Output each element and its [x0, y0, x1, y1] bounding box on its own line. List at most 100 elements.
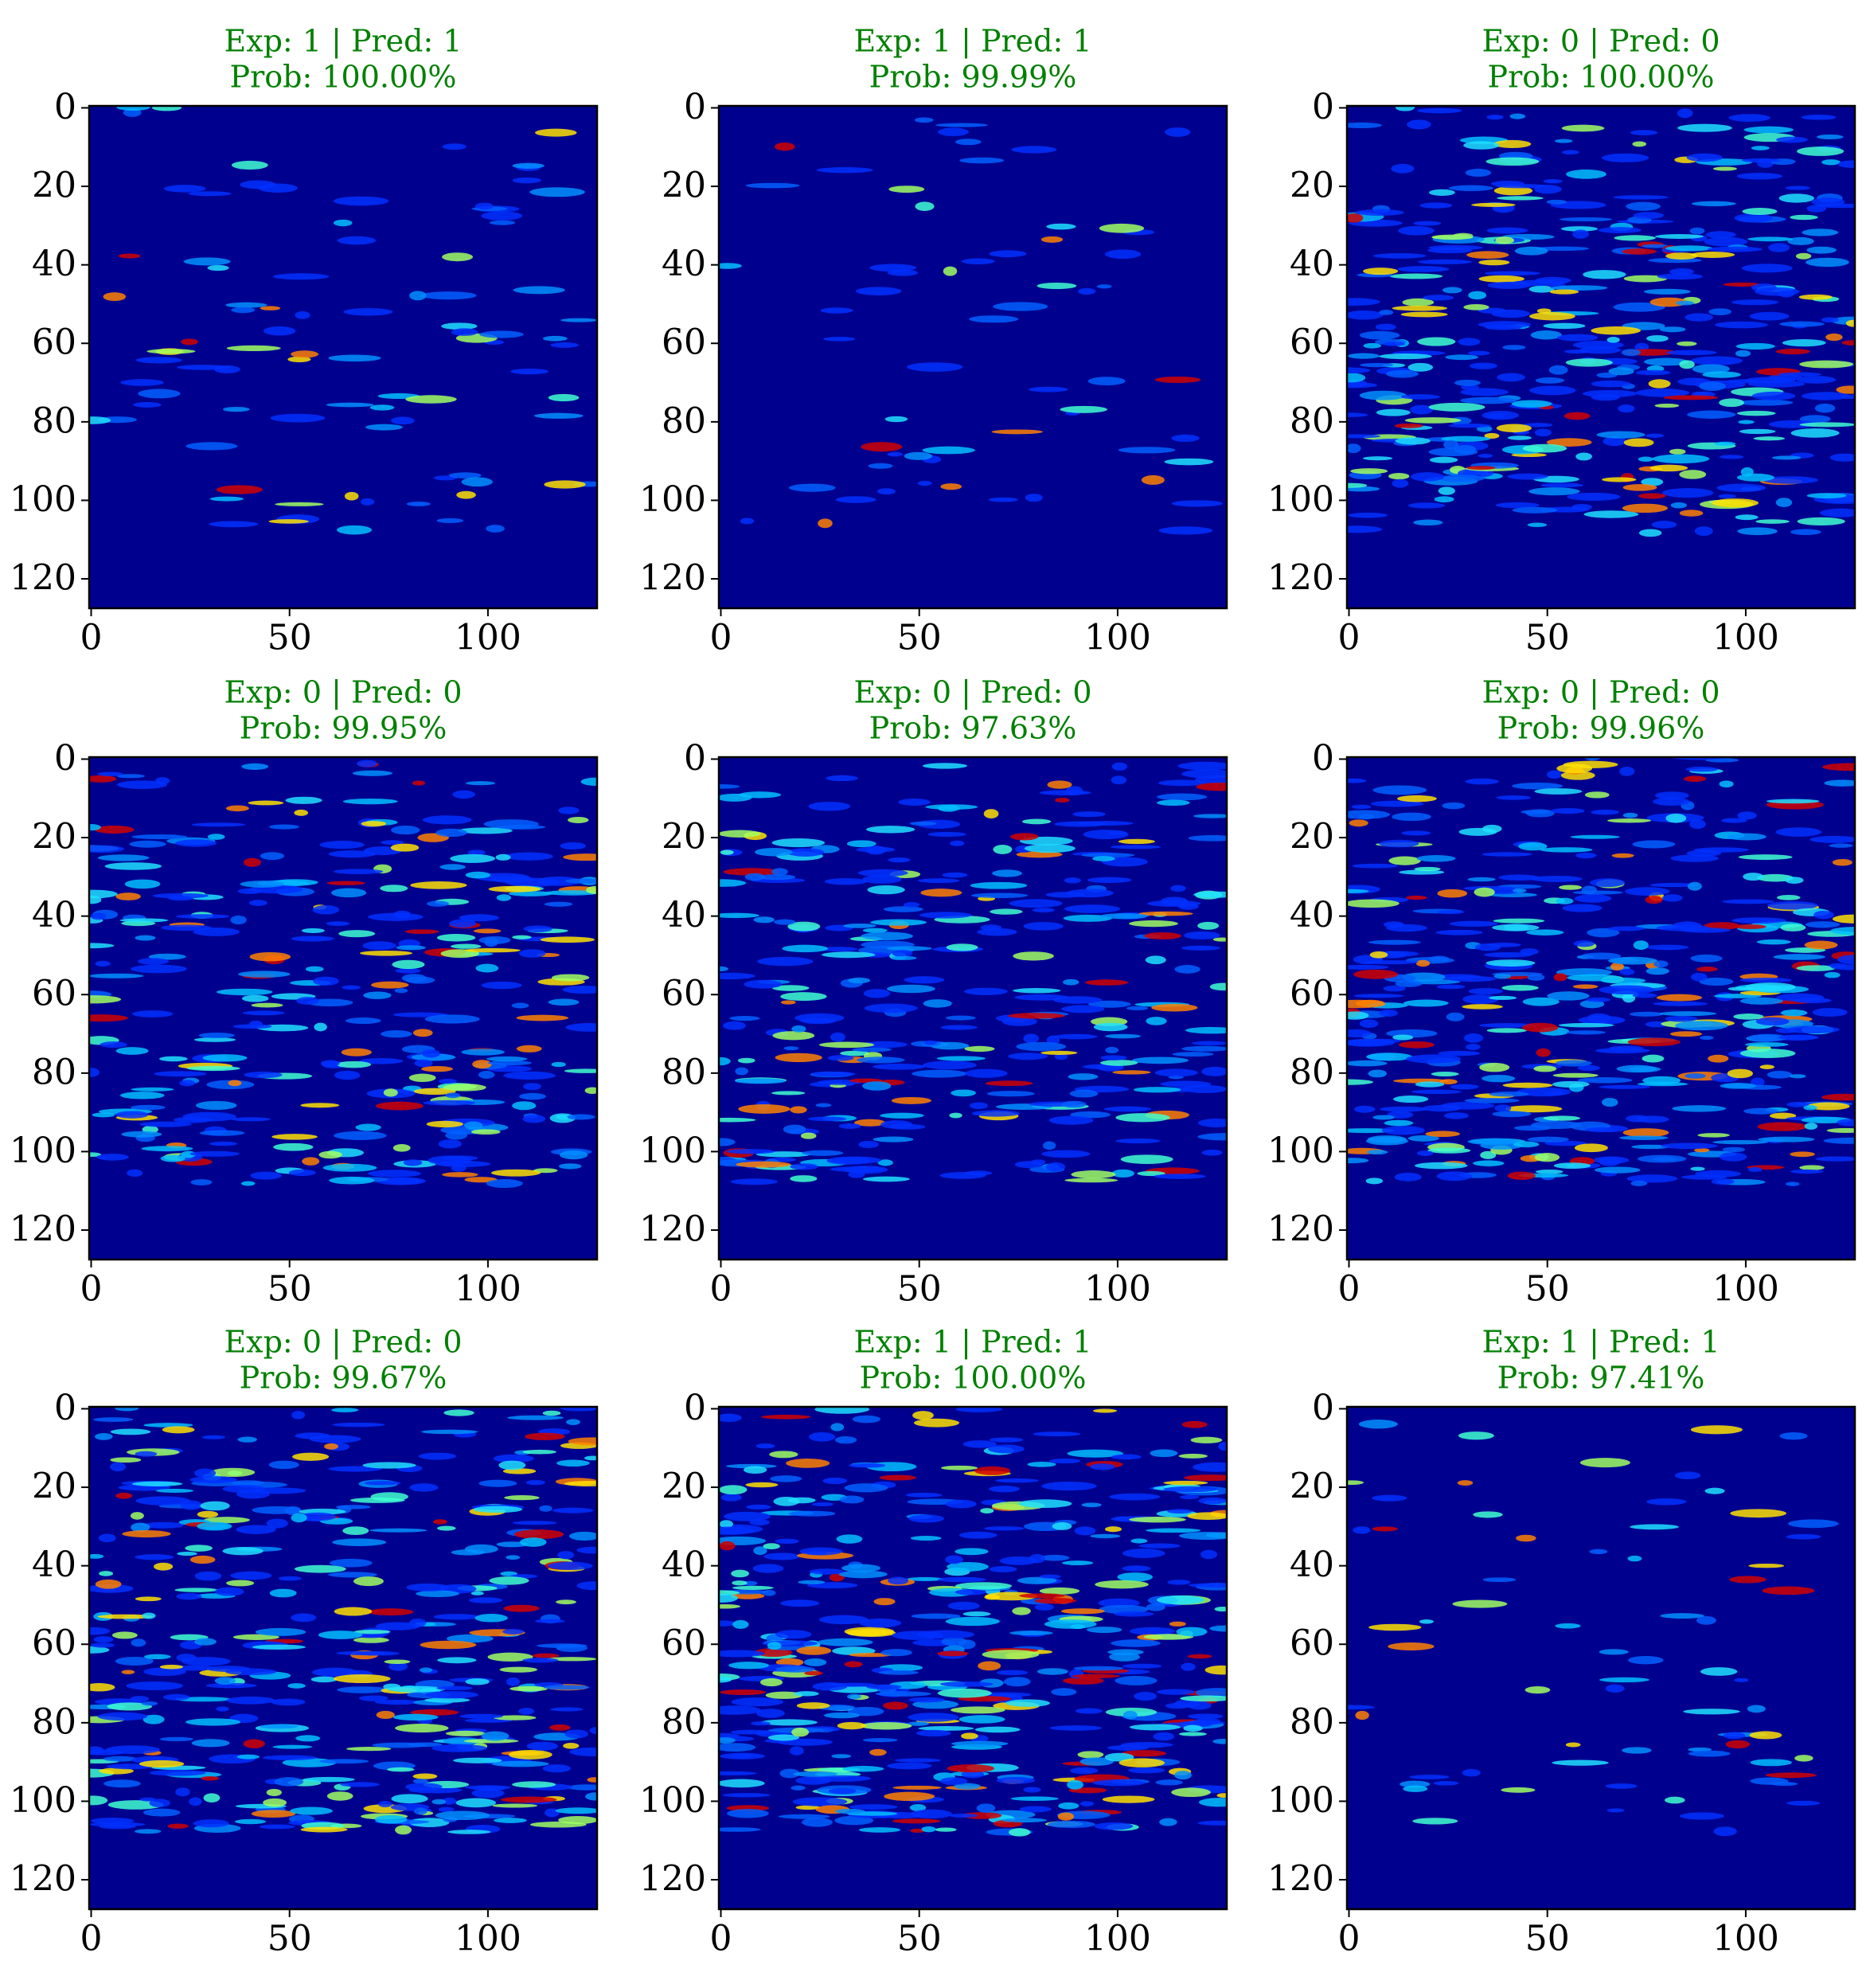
- spectrogram-speck: [97, 771, 123, 776]
- spectrogram-speck: [416, 1590, 459, 1598]
- spectrogram-speck: [1748, 1563, 1785, 1568]
- spectrogram-speck: [719, 1650, 765, 1658]
- spectrogram-speck: [589, 1727, 597, 1735]
- spectrogram-speck: [1608, 367, 1634, 376]
- spectrogram-speck: [1512, 782, 1564, 790]
- spectrogram-speck: [1796, 965, 1836, 971]
- y-tick-label: 20: [1290, 1467, 1334, 1507]
- spectrogram-speck: [852, 1415, 881, 1424]
- spectrogram-speck: [922, 763, 968, 769]
- spectrogram-speck: [1019, 1806, 1052, 1813]
- spectrogram-speck: [1589, 1549, 1608, 1555]
- spectrogram-speck: [1392, 305, 1448, 311]
- spectrogram-speck: [529, 187, 585, 197]
- y-tick-label: 0: [684, 738, 706, 779]
- spectrogram-speck: [565, 878, 597, 885]
- spectrogram-speck: [1730, 1509, 1787, 1518]
- spectrogram-speck: [368, 1170, 421, 1178]
- spectrogram-speck: [1567, 492, 1621, 501]
- spectrogram-speck: [295, 311, 310, 319]
- spectrogram-speck: [537, 1643, 588, 1649]
- spectrogram-speck: [1353, 1526, 1371, 1534]
- spectrogram-speck: [1359, 1019, 1379, 1029]
- axes-frame: [717, 1405, 1228, 1911]
- spectrogram-speck: [332, 1422, 385, 1428]
- spectrogram-speck: [272, 1744, 313, 1749]
- spectrogram-speck: [1200, 1549, 1218, 1560]
- spectrogram-speck: [1829, 927, 1855, 935]
- spectrogram-speck: [1765, 1772, 1817, 1779]
- spectrogram-speck: [1386, 369, 1419, 378]
- spectrogram-speck: [580, 777, 597, 787]
- x-tick-label: 50: [897, 1919, 942, 1959]
- y-tick-label: 40: [1290, 895, 1334, 935]
- spectrogram-speck: [907, 362, 963, 372]
- spectrogram-speck: [1564, 350, 1590, 354]
- spectrogram-speck: [319, 1759, 369, 1764]
- spectrogram-speck: [1556, 897, 1574, 904]
- spectrogram-speck: [1605, 1783, 1638, 1789]
- spectrogram-speck: [1571, 503, 1592, 510]
- spectrogram-speck: [719, 793, 752, 802]
- spectrogram-speck: [1747, 236, 1794, 242]
- spectrogram-speck: [452, 790, 475, 799]
- spectrogram-speck: [1063, 914, 1113, 922]
- spectrogram-speck: [484, 937, 498, 947]
- spectrogram-speck: [858, 1140, 879, 1149]
- y-tick-label: 120: [639, 558, 706, 599]
- spectrogram-speck: [988, 1444, 1025, 1454]
- spectrogram-speck: [1151, 1003, 1198, 1012]
- spectrogram-speck: [1347, 367, 1371, 374]
- spectrogram-speck: [1605, 1684, 1625, 1693]
- spectrogram-speck: [1187, 1713, 1224, 1720]
- spectrogram-speck: [502, 1628, 525, 1635]
- spectrogram-speck: [844, 1627, 895, 1637]
- spectrogram-speck: [1591, 394, 1620, 401]
- spectrogram-speck: [1655, 791, 1689, 800]
- spectrogram-speck: [1395, 980, 1423, 987]
- spectrogram-speck: [526, 1741, 558, 1751]
- spectrogram-speck: [1543, 1115, 1581, 1121]
- spectrogram-speck: [568, 1784, 597, 1791]
- spectrogram-speck: [266, 1788, 282, 1797]
- spectrogram-speck: [771, 838, 826, 848]
- spectrogram-speck: [738, 1103, 791, 1114]
- spectrogram-speck: [1819, 508, 1855, 518]
- spectrogram-speck: [1577, 1077, 1633, 1084]
- spectrogram-speck: [728, 1662, 769, 1670]
- y-tick-label: 40: [32, 1545, 76, 1585]
- spectrogram-speck: [127, 1169, 143, 1177]
- spectrogram-speck: [1610, 963, 1624, 971]
- y-tick-label: 100: [639, 1131, 706, 1171]
- spectrogram-speck: [395, 1724, 449, 1733]
- spectrogram-speck: [252, 1644, 306, 1650]
- spectrogram-speck: [1653, 1001, 1708, 1006]
- spectrogram-speck: [1133, 1087, 1181, 1093]
- spectrogram-speck: [1066, 786, 1083, 795]
- spectrogram-speck: [1167, 1580, 1191, 1585]
- y-tick-label: 80: [662, 400, 706, 441]
- spectrogram-speck: [1653, 797, 1690, 806]
- spectrogram-speck: [263, 326, 296, 336]
- spectrogram-speck: [410, 1709, 459, 1716]
- spectrogram-speck: [917, 480, 932, 486]
- spectrogram-speck: [1218, 1442, 1227, 1451]
- spectrogram-speck: [1081, 853, 1135, 858]
- spectrogram-speck: [879, 1474, 917, 1481]
- spectrogram-speck: [1601, 477, 1637, 482]
- spectrogram-speck: [1146, 1528, 1201, 1533]
- spectrogram-speck: [1429, 189, 1455, 196]
- y-tick-label: 20: [1290, 166, 1334, 206]
- spectrogram-speck: [1087, 877, 1132, 884]
- spectrogram-speck: [1796, 376, 1837, 384]
- spectrogram-speck: [1486, 1028, 1527, 1033]
- spectrogram-speck: [755, 1709, 785, 1718]
- spectrogram-speck: [564, 1068, 597, 1073]
- spectrogram-speck: [451, 328, 478, 336]
- spectrogram-speck: [1622, 484, 1657, 491]
- spectrogram-speck: [1454, 444, 1477, 455]
- spectrogram-speck: [285, 796, 322, 804]
- spectrogram-speck: [1093, 1022, 1128, 1032]
- spectrogram-speck: [1837, 955, 1855, 965]
- spectrogram-speck: [447, 1830, 491, 1834]
